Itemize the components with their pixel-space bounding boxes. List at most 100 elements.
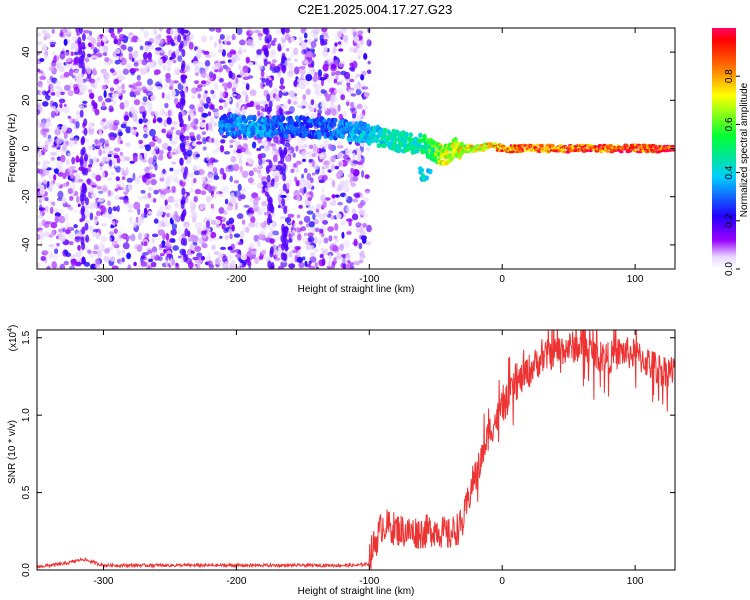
spectrogram-cell — [209, 116, 215, 124]
spectrogram-cell — [99, 165, 103, 171]
spectrogram-cell — [304, 59, 309, 65]
spectrogram-cell — [165, 204, 172, 211]
spectrogram-cell — [209, 51, 217, 58]
spectrogram-cell — [310, 99, 315, 106]
spectrogram-cell — [158, 189, 162, 193]
spectrogram-cell — [91, 55, 98, 59]
spectrogram-ridge-cell — [637, 145, 642, 149]
spectrogram-cell — [302, 235, 309, 243]
spectrogram-cell — [62, 172, 67, 179]
spectrogram-cell — [59, 108, 64, 113]
spectrogram-cell — [126, 64, 132, 69]
spectrogram-cell — [92, 67, 97, 76]
spectrogram-cell — [124, 156, 131, 161]
spectrogram-cell — [65, 57, 72, 63]
spectrogram-cell — [366, 224, 372, 233]
spectrogram-cell — [332, 46, 337, 53]
spectrogram-cell — [164, 103, 169, 109]
spectrogram-cell — [93, 48, 100, 54]
spectrogram-cell — [345, 99, 349, 103]
spectrogram-cell — [130, 71, 135, 76]
spectrogram-cell — [346, 205, 350, 213]
spectrogram-cell — [263, 253, 267, 260]
spectrogram-cell — [151, 44, 155, 50]
snr-ytick-label: 1.0 — [21, 408, 32, 422]
spectrogram-ridge-cell — [224, 126, 229, 132]
spectrogram-cell — [335, 213, 342, 220]
spectrogram-cell — [279, 166, 284, 175]
spectrogram-cell — [257, 172, 263, 177]
spectrogram-cell — [202, 146, 207, 151]
spectrogram-cell — [249, 30, 255, 35]
spectrogram-cell — [263, 212, 268, 216]
spectrogram-cell — [162, 218, 170, 223]
spectrogram-cell — [238, 158, 243, 165]
spectrogram-cell — [104, 98, 112, 103]
spectrogram-cell — [147, 52, 152, 60]
spectrogram-ridge-cell — [284, 133, 289, 139]
spectrogram-cell — [143, 52, 148, 60]
spectrogram-cell — [306, 151, 312, 155]
spectrogram-cell — [182, 147, 187, 156]
spectrogram-cell — [227, 97, 232, 102]
spectrogram-cell — [252, 167, 258, 172]
spectrogram-cell — [68, 265, 76, 269]
spectrogram-cell — [107, 211, 114, 220]
spectrogram-cell — [328, 235, 333, 242]
spectrogram-cell — [282, 173, 287, 182]
spectrogram-cell — [85, 234, 90, 243]
spectrogram-cell — [281, 198, 286, 207]
spectrogram-cell — [227, 81, 233, 89]
spectrogram-ridge-cell — [418, 132, 423, 138]
spectrogram-cell — [218, 38, 222, 44]
spectrogram-ridge-cell — [424, 150, 429, 155]
spectrogram-cell — [44, 205, 49, 213]
spectrogram-cell — [200, 190, 207, 195]
spectrogram-cell — [77, 231, 82, 235]
spectrogram-cell — [164, 180, 170, 188]
spectrogram-cell — [108, 236, 112, 243]
spectrogram-cell — [333, 155, 337, 160]
spectrogram-cell — [172, 59, 177, 64]
spectrogram-cell — [119, 102, 125, 110]
spectrogram-cell — [169, 56, 173, 61]
spectrogram-cell — [216, 146, 220, 153]
spectrogram-cell — [245, 226, 250, 234]
spectrogram-cell — [260, 70, 265, 78]
spectrogram-cell — [133, 99, 140, 106]
spectrogram-cell — [42, 128, 49, 133]
spectrogram-cell — [201, 176, 206, 181]
spectrogram-cell — [188, 236, 192, 242]
spectrogram-cell — [364, 174, 370, 179]
spectrogram-cell — [73, 51, 79, 56]
spectrogram-cell — [166, 129, 174, 135]
spectrogram-cell — [279, 149, 284, 158]
spectrogram-cell — [224, 260, 229, 264]
spectrogram-ridge-cell — [510, 150, 515, 154]
spectrogram-cell — [235, 56, 241, 62]
spectrogram-cell — [307, 38, 312, 45]
spectrogram-cell — [74, 177, 79, 184]
spectrogram-cell — [308, 68, 315, 76]
spectrogram-cell — [349, 62, 355, 67]
spectrogram-ridge-cell — [461, 150, 467, 154]
spectrogram-cell — [280, 156, 285, 165]
spectrogram-cell — [271, 150, 276, 156]
spectrogram-cell — [280, 252, 285, 260]
spectrogram-cell — [67, 188, 73, 195]
spectrogram-cell — [213, 111, 220, 117]
spectrogram-cell — [55, 90, 61, 98]
spectrogram-ridge-cell — [672, 148, 675, 152]
spectrogram-ridge-cell — [608, 144, 613, 147]
spectrogram-cell — [174, 214, 180, 222]
spectrogram-cell — [269, 204, 274, 212]
spectrogram-cell — [229, 175, 233, 183]
spectrogram-cell — [279, 85, 286, 90]
spectrogram-cell — [227, 246, 233, 251]
spectrogram-cell — [213, 41, 218, 48]
spectrogram-cell — [323, 144, 328, 150]
spectrogram-cell — [75, 110, 80, 116]
spectrogram-cell — [318, 229, 322, 235]
spectrogram-cell — [229, 144, 234, 148]
